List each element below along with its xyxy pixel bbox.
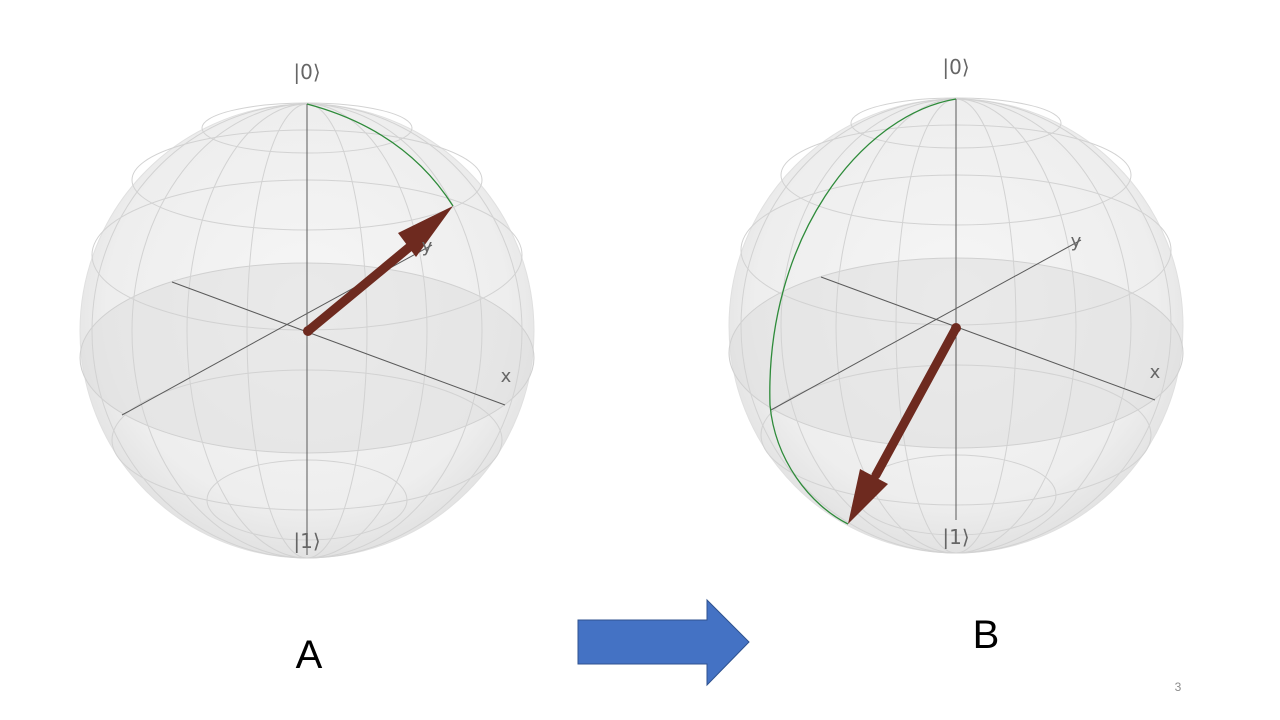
- sphere-b-ket1-label: |1⟩: [942, 525, 969, 549]
- sphere-b-y-axis: [770, 239, 1082, 411]
- sphere-a-ket1-label: |1⟩: [293, 529, 320, 553]
- sphere-a-ket0-label: |0⟩: [293, 60, 320, 84]
- sphere-a-trajectory: [306, 103, 454, 207]
- sphere-a-x-label: x: [501, 366, 512, 387]
- sphere-b-state-vector: [848, 323, 961, 524]
- sphere-a-y-label: y: [422, 236, 433, 257]
- sphere-b-axes: [770, 99, 1156, 520]
- sphere-b-x-label: x: [1150, 362, 1161, 383]
- sphere-a-x-axis: [171, 281, 506, 406]
- page-number: 3: [1175, 680, 1182, 694]
- panel-label-b: B: [973, 613, 1000, 657]
- sphere-b-ket0-label: |0⟩: [942, 55, 969, 79]
- sphere-b-x-axis: [820, 276, 1156, 401]
- sphere-a-state-vector: [303, 206, 453, 336]
- panel-label-a: A: [296, 633, 323, 677]
- bloch-sphere-b: |0⟩ |1⟩ x y B: [728, 55, 1184, 657]
- sphere-b-y-label: y: [1071, 231, 1082, 252]
- sphere-b-trajectory: [769, 98, 957, 525]
- bloch-sphere-a: |0⟩ |1⟩ x y A: [79, 60, 535, 677]
- transition-arrow: [577, 598, 750, 687]
